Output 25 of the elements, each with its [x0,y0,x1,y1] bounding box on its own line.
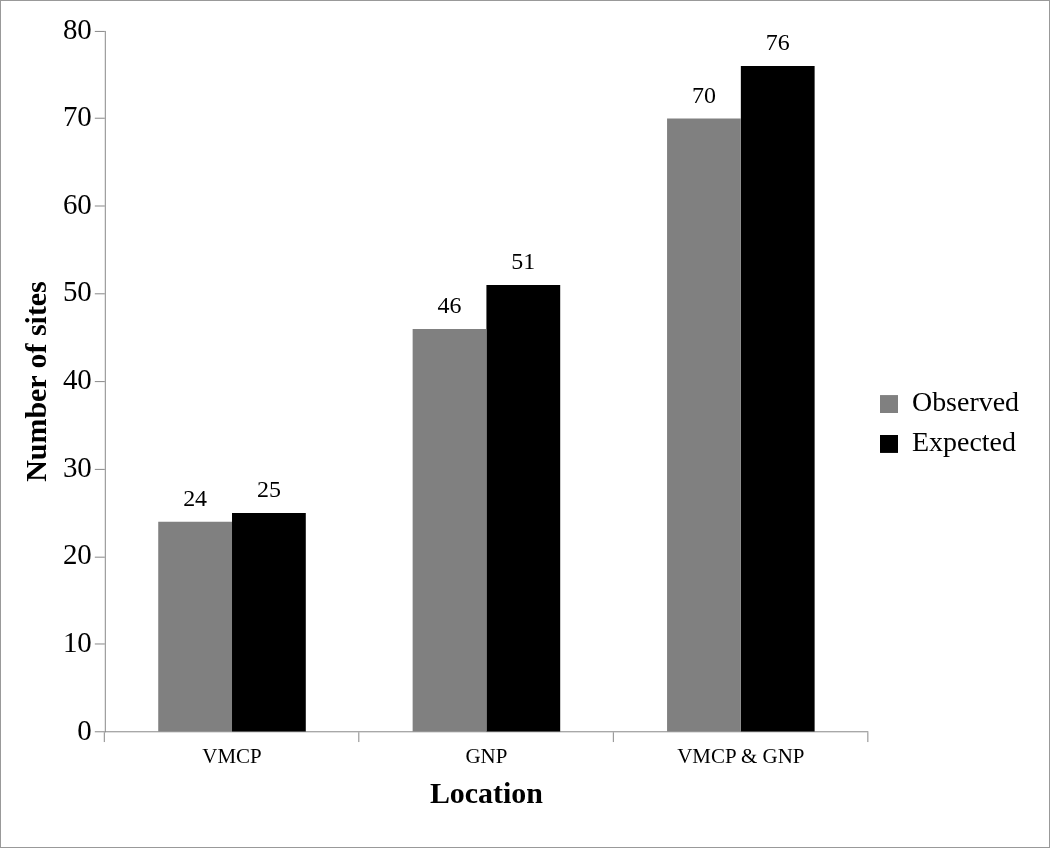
y-tick-label: 20 [62,538,92,571]
data-label: 51 [511,248,536,275]
y-tick-label: 60 [62,187,92,220]
bar [486,285,561,732]
x-tick-label: VMCP [202,744,262,769]
x-tick-label: GNP [465,744,508,769]
x-axis-title: Location [429,775,544,809]
bar [232,512,306,732]
legend-label: Observed [911,386,1020,418]
data-label: 70 [691,81,716,108]
y-tick-label: 40 [62,363,92,396]
data-label: 24 [183,485,208,512]
y-tick-label: 50 [62,275,92,308]
data-label: 25 [256,476,281,503]
bar [740,65,815,732]
y-tick-label: 10 [62,626,92,659]
y-tick-label: 80 [62,12,92,45]
y-tick-label: 30 [62,450,92,483]
y-tick-label: 0 [77,713,92,746]
y-axis-title: Number of sites [18,281,52,482]
data-label: 46 [437,292,462,319]
data-label: 76 [765,29,790,56]
legend-label: Expected [911,426,1016,458]
x-tick-label: VMCP & GNP [677,744,805,769]
y-tick-label: 70 [62,100,92,133]
